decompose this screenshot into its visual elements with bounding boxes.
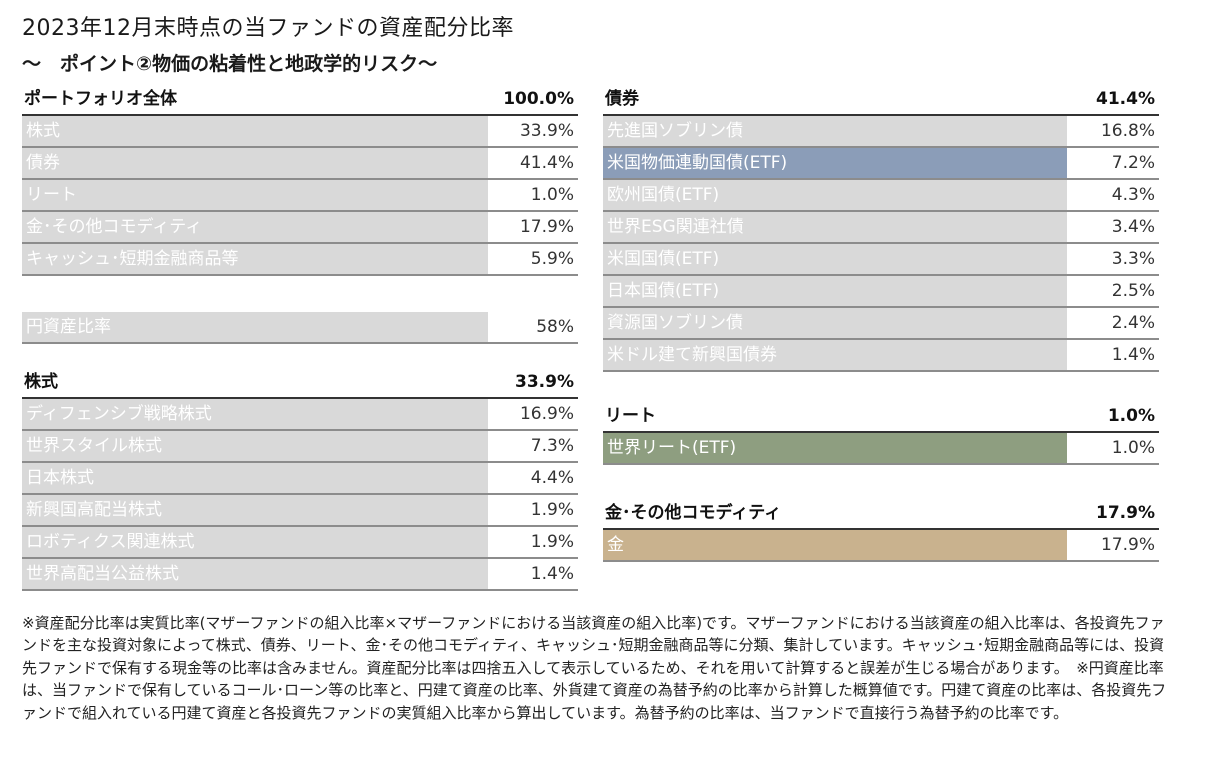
- table-row: ディフェンシブ戦略株式 16.9%: [22, 399, 578, 431]
- table-row: 日本株式 4.4%: [22, 463, 578, 495]
- row-label: ディフェンシブ戦略株式: [22, 399, 488, 429]
- equity-header-label: 株式: [24, 372, 58, 392]
- row-label: 世界高配当公益株式: [22, 559, 488, 589]
- row-label: 債券: [22, 148, 488, 178]
- table-row: 債券 41.4%: [22, 148, 578, 180]
- row-value: 7.3%: [488, 431, 578, 461]
- table-row: 金 17.9%: [603, 530, 1159, 562]
- row-label: 新興国高配当株式: [22, 495, 488, 525]
- row-value: 4.4%: [488, 463, 578, 493]
- row-value: 3.4%: [1067, 212, 1159, 242]
- equity-header: 株式 33.9%: [22, 367, 578, 399]
- row-label: ロボティクス関連株式: [22, 527, 488, 557]
- bonds-header-value: 41.4%: [1096, 89, 1155, 109]
- page-title: 2023年12月末時点の当ファンドの資産配分比率: [22, 16, 514, 41]
- row-label: 米ドル建て新興国債券: [603, 340, 1067, 370]
- table-row: 米ドル建て新興国債券 1.4%: [603, 340, 1159, 372]
- row-value: 17.9%: [1067, 530, 1159, 560]
- table-row: 世界スタイル株式 7.3%: [22, 431, 578, 463]
- reit-header-label: リート: [605, 406, 656, 426]
- row-value: 7.2%: [1067, 148, 1159, 178]
- row-label: 資源国ソブリン債: [603, 308, 1067, 338]
- row-value: 4.3%: [1067, 180, 1159, 210]
- row-label: 先進国ソブリン債: [603, 116, 1067, 146]
- row-label: キャッシュ･短期金融商品等: [22, 244, 488, 274]
- bonds-table: 債券 41.4% 先進国ソブリン債 16.8% 米国物価連動国債(ETF) 7.2%…: [603, 84, 1159, 372]
- yen-ratio-label: 円資産比率: [22, 312, 488, 342]
- page-subtitle: ～ ポイント②物価の粘着性と地政学的リスク～: [22, 53, 438, 75]
- table-row: 世界リート(ETF) 1.0%: [603, 433, 1159, 465]
- row-value: 16.8%: [1067, 116, 1159, 146]
- table-row: ロボティクス関連株式 1.9%: [22, 527, 578, 559]
- row-value: 17.9%: [488, 212, 578, 242]
- row-value: 16.9%: [488, 399, 578, 429]
- bonds-header-label: 債券: [605, 89, 639, 109]
- table-row: 先進国ソブリン債 16.8%: [603, 116, 1159, 148]
- row-label: 株式: [22, 116, 488, 146]
- bonds-header: 債券 41.4%: [603, 84, 1159, 116]
- row-label: 欧州国債(ETF): [603, 180, 1067, 210]
- portfolio-table: ポートフォリオ全体 100.0% 株式 33.9% 債券 41.4% リート 1.0%…: [22, 84, 578, 344]
- footnote: ※資産配分比率は実質比率(マザーファンドの組入比率×マザーファンドにおける当該資…: [22, 614, 1167, 722]
- table-row: 株式 33.9%: [22, 116, 578, 148]
- reit-header: リート 1.0%: [603, 401, 1159, 433]
- portfolio-header-label: ポートフォリオ全体: [24, 89, 177, 109]
- row-label-highlighted: 米国物価連動国債(ETF): [603, 148, 1067, 178]
- row-label: 世界スタイル株式: [22, 431, 488, 461]
- yen-ratio-value: 58%: [488, 312, 578, 342]
- reit-table: リート 1.0% 世界リート(ETF) 1.0%: [603, 401, 1159, 465]
- row-label: 米国国債(ETF): [603, 244, 1067, 274]
- commodity-header-label: 金･その他コモディティ: [605, 503, 782, 523]
- row-label-highlighted: 金: [603, 530, 1067, 560]
- row-value: 2.4%: [1067, 308, 1159, 338]
- row-value: 2.5%: [1067, 276, 1159, 306]
- row-label-highlighted: 世界リート(ETF): [603, 433, 1067, 463]
- row-value: 1.9%: [488, 495, 578, 525]
- commodity-header-value: 17.9%: [1096, 503, 1155, 523]
- row-label: リート: [22, 180, 488, 210]
- row-label: 世界ESG関連社債: [603, 212, 1067, 242]
- table-row: 新興国高配当株式 1.9%: [22, 495, 578, 527]
- equity-header-value: 33.9%: [515, 372, 574, 392]
- row-label: 日本株式: [22, 463, 488, 493]
- table-row: 金･その他コモディティ 17.9%: [22, 212, 578, 244]
- equity-table: 株式 33.9% ディフェンシブ戦略株式 16.9% 世界スタイル株式 7.3% 日…: [22, 367, 578, 591]
- row-value: 1.4%: [488, 559, 578, 589]
- reit-header-value: 1.0%: [1107, 406, 1155, 426]
- row-value: 3.3%: [1067, 244, 1159, 274]
- row-label: 日本国債(ETF): [603, 276, 1067, 306]
- row-value: 33.9%: [488, 116, 578, 146]
- table-row: 資源国ソブリン債 2.4%: [603, 308, 1159, 340]
- yen-ratio-row: 円資産比率 58%: [22, 312, 578, 344]
- commodity-table: 金･その他コモディティ 17.9% 金 17.9%: [603, 498, 1159, 562]
- row-value: 1.0%: [1067, 433, 1159, 463]
- row-value: 5.9%: [488, 244, 578, 274]
- table-row: 欧州国債(ETF) 4.3%: [603, 180, 1159, 212]
- table-row: リート 1.0%: [22, 180, 578, 212]
- row-label: 金･その他コモディティ: [22, 212, 488, 242]
- row-value: 1.9%: [488, 527, 578, 557]
- table-row: 米国国債(ETF) 3.3%: [603, 244, 1159, 276]
- portfolio-header-value: 100.0%: [503, 89, 574, 109]
- row-value: 41.4%: [488, 148, 578, 178]
- table-row: 日本国債(ETF) 2.5%: [603, 276, 1159, 308]
- row-value: 1.4%: [1067, 340, 1159, 370]
- row-value: 1.0%: [488, 180, 578, 210]
- portfolio-header: ポートフォリオ全体 100.0%: [22, 84, 578, 116]
- table-row: キャッシュ･短期金融商品等 5.9%: [22, 244, 578, 276]
- table-row: 世界ESG関連社債 3.4%: [603, 212, 1159, 244]
- table-row: 世界高配当公益株式 1.4%: [22, 559, 578, 591]
- table-row: 米国物価連動国債(ETF) 7.2%: [603, 148, 1159, 180]
- commodity-header: 金･その他コモディティ 17.9%: [603, 498, 1159, 530]
- spacer: [22, 276, 578, 312]
